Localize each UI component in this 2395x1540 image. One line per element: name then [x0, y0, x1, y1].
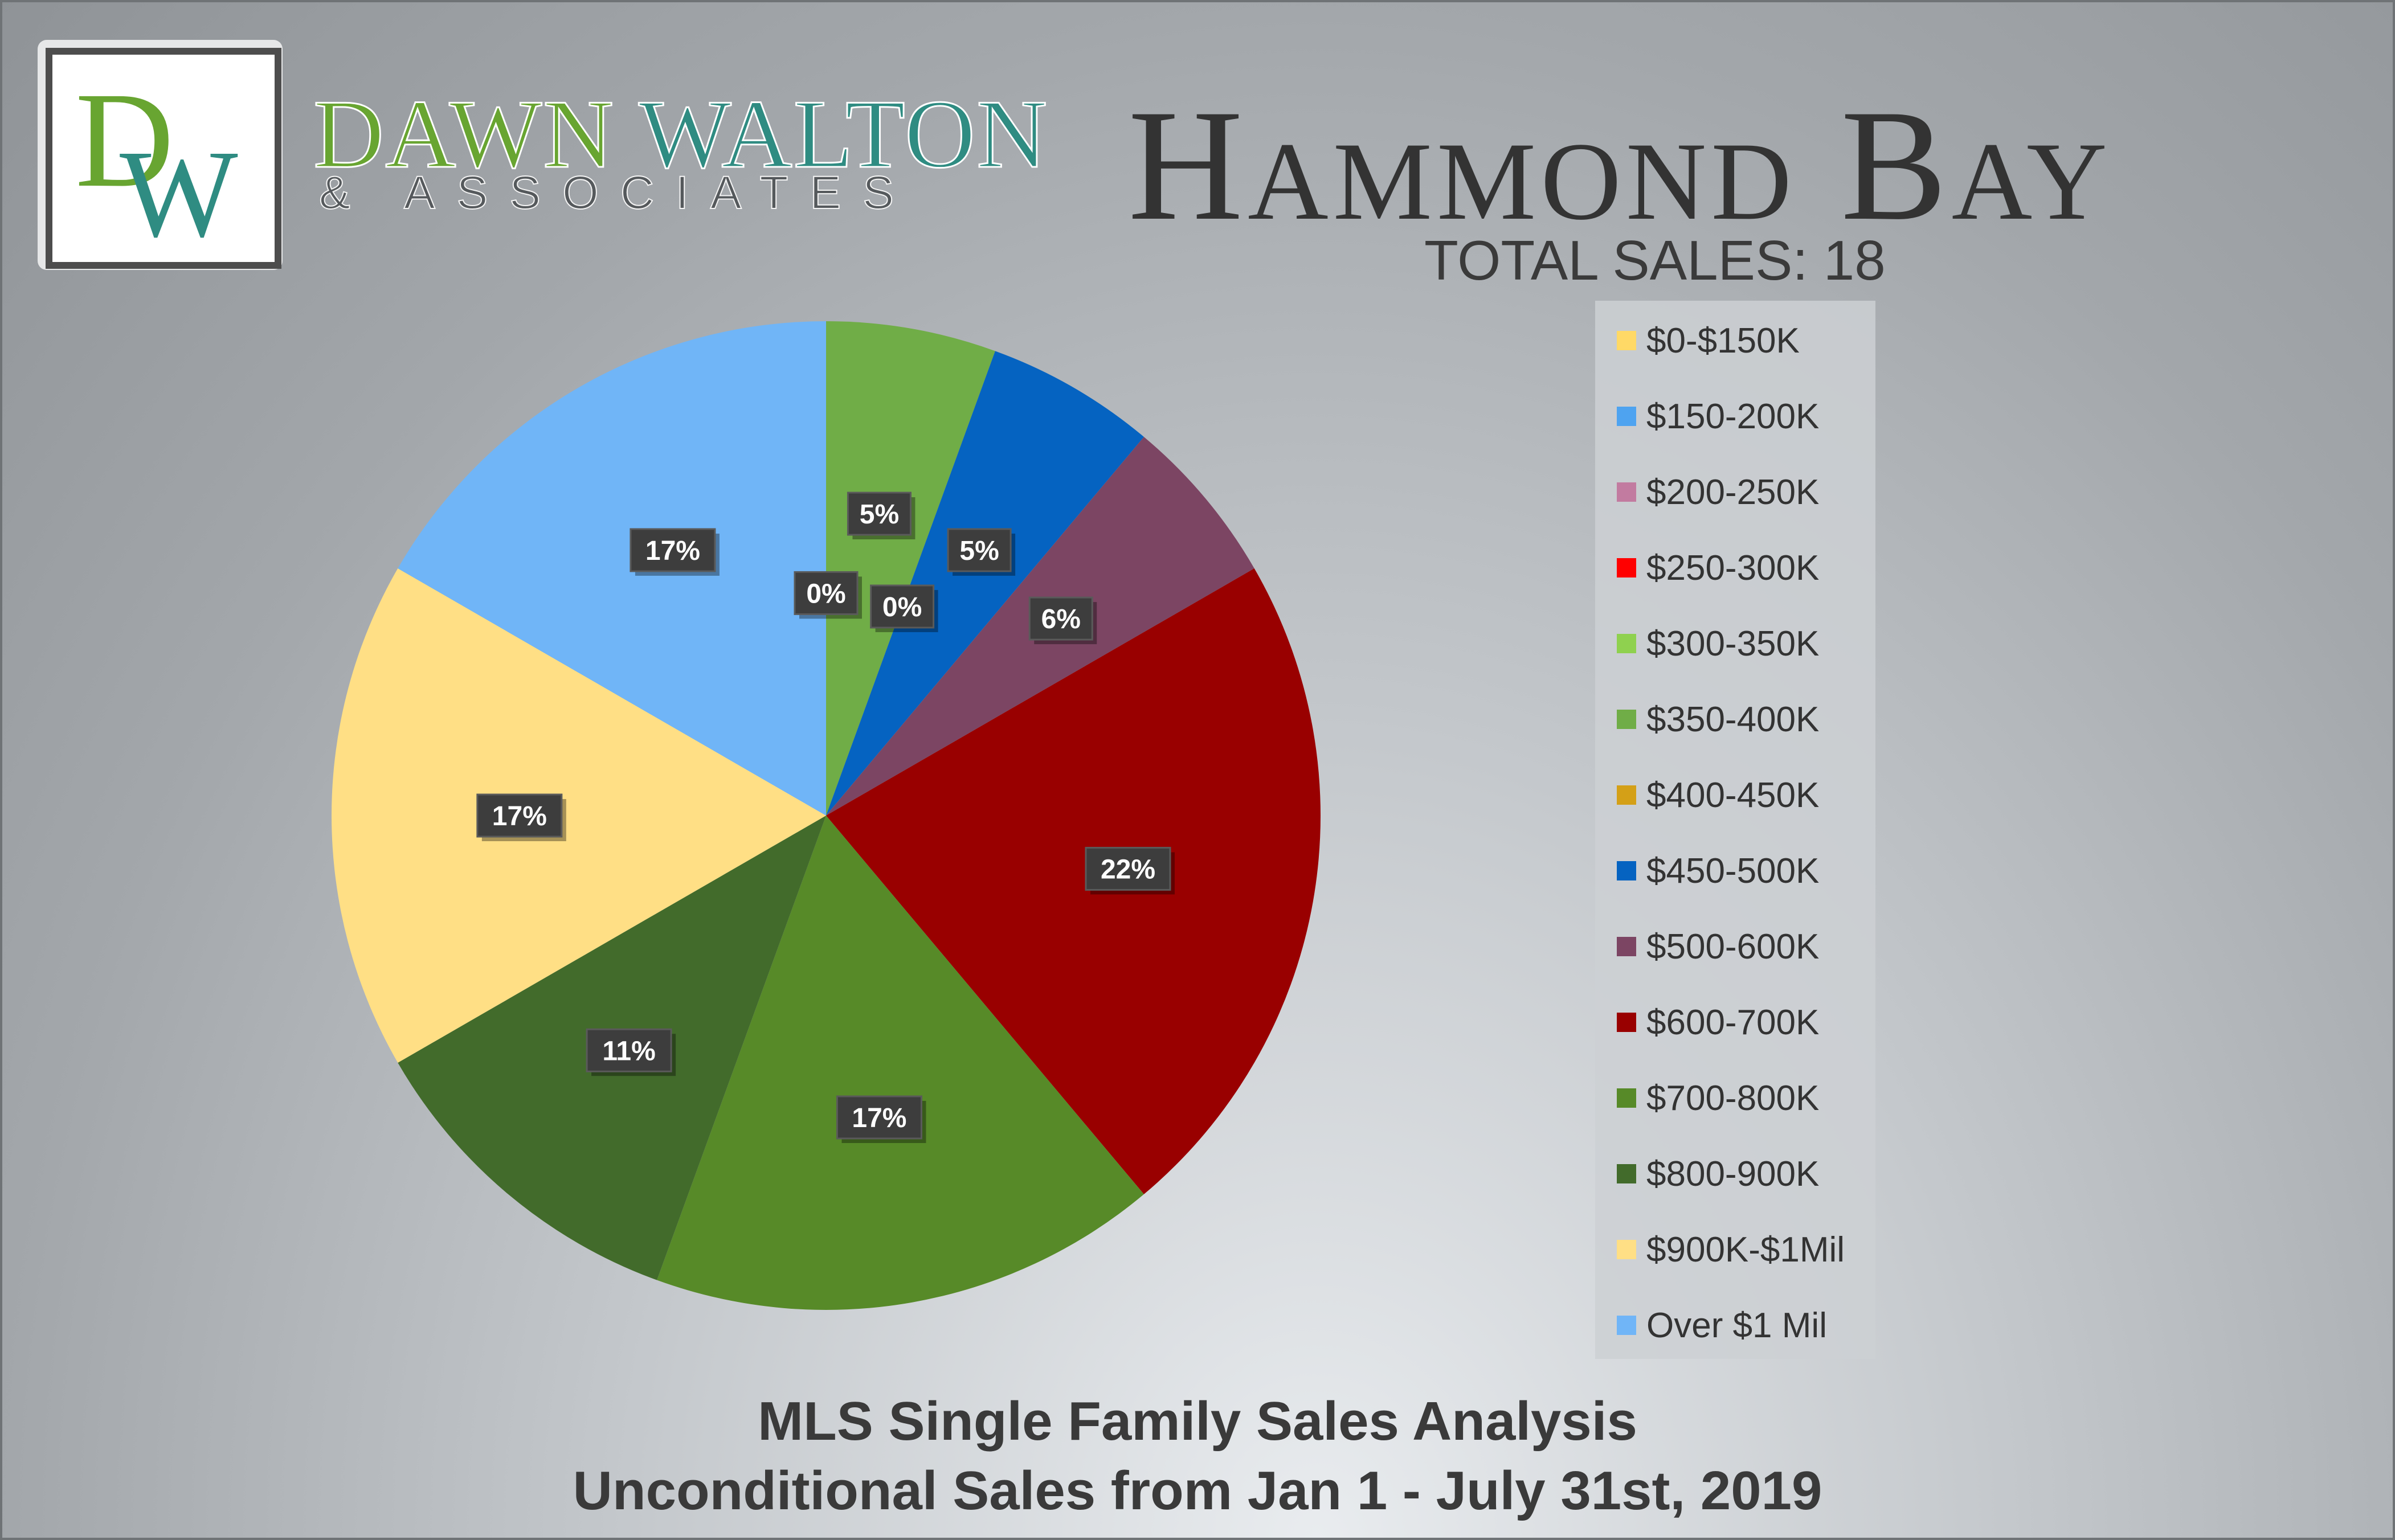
legend-swatch [1617, 710, 1636, 729]
legend-swatch [1617, 1316, 1636, 1335]
legend-label: $900K-$1Mil [1646, 1230, 1845, 1269]
chart-legend: $0-$150K $150-200K $200-250K $250-300K $300-… [1595, 301, 1875, 1359]
data-label: 6% [1028, 596, 1097, 645]
legend-swatch [1617, 558, 1636, 578]
data-label: 5% [947, 528, 1016, 576]
pie-slice [657, 816, 1144, 1310]
data-label-text: 17% [645, 536, 700, 566]
legend-item: $250-300K [1617, 545, 1819, 591]
brand-name-first: DAWN [312, 80, 615, 189]
legend-item: $400-450K [1617, 772, 1819, 818]
logo-monogram: D W [46, 48, 281, 269]
data-label-text: 11% [602, 1036, 655, 1066]
legend-label: $800-900K [1646, 1154, 1820, 1194]
data-label-box [476, 793, 563, 838]
legend-item: $0-$150K [1617, 318, 1800, 363]
legend-item: $700-800K [1617, 1075, 1819, 1121]
legend-swatch [1617, 785, 1636, 805]
brand-tagline: & ASSOCIATES [318, 167, 916, 219]
brand-name: DAWN WALTON [312, 85, 1048, 185]
monogram-d: D [75, 64, 174, 215]
legend-swatch [1617, 937, 1636, 956]
data-label: 0% [794, 571, 862, 619]
data-label-text: 17% [492, 801, 547, 832]
data-label-box [630, 528, 716, 572]
total-sales: TOTAL SALES: 18 [1424, 229, 1886, 292]
legend-label: $700-800K [1646, 1078, 1820, 1118]
legend-label: $250-300K [1646, 548, 1820, 588]
data-label-box [1028, 596, 1093, 641]
legend-item: $150-200K [1617, 394, 1819, 439]
legend-swatch [1617, 331, 1636, 350]
data-label-text: 17% [852, 1103, 906, 1133]
data-label: 17% [476, 793, 566, 841]
legend-swatch [1617, 1088, 1636, 1108]
pie-slice [332, 568, 826, 1063]
footer-line-1: MLS Single Family Sales Analysis [758, 1391, 1637, 1452]
monogram-w: W [120, 124, 238, 248]
data-label: 17% [630, 528, 720, 576]
pie-slice [826, 351, 1144, 816]
legend-item: $450-500K [1617, 848, 1819, 894]
legend-swatch [1617, 482, 1636, 502]
data-label-box [836, 1095, 922, 1140]
pie-slice [826, 321, 995, 816]
data-label: 22% [1085, 846, 1175, 895]
data-label-box [794, 571, 859, 615]
legend-item: $900K-$1Mil [1617, 1227, 1845, 1272]
monogram-graphic: D W [75, 64, 238, 248]
data-label: 0% [870, 584, 938, 632]
pie-slice [826, 568, 1321, 1194]
legend-item: Over $1 Mil [1617, 1303, 1827, 1348]
legend-swatch [1617, 634, 1636, 653]
legend-label: $0-$150K [1646, 321, 1800, 361]
legend-item: $800-900K [1617, 1151, 1819, 1197]
legend-swatch [1617, 1013, 1636, 1032]
legend-label: $200-250K [1646, 472, 1820, 512]
data-label-box [1085, 846, 1171, 891]
pie-slices [332, 321, 1321, 1310]
footer-line-2: Unconditional Sales from Jan 1 - July 31… [573, 1460, 1822, 1521]
legend-swatch [1617, 407, 1636, 426]
legend-label: $500-600K [1646, 927, 1820, 966]
brand-name-last: WALTON [638, 80, 1049, 189]
legend-label: $350-400K [1646, 699, 1820, 739]
data-label: 5% [847, 492, 916, 540]
pie-slice [398, 321, 826, 816]
data-label-box [586, 1028, 672, 1072]
pie-data-labels: 0% 5% 0% 5% 6% 22% 17% 11% 17% 17% [476, 492, 1175, 1143]
legend-label: $150-200K [1646, 396, 1820, 436]
logo: D W [38, 40, 283, 270]
legend-item: $600-700K [1617, 1000, 1819, 1045]
legend-label: $400-450K [1646, 775, 1820, 815]
legend-label: $600-700K [1646, 1002, 1820, 1042]
legend-item: $300-350K [1617, 621, 1819, 666]
data-label-box [870, 584, 935, 629]
legend-item: $350-400K [1617, 697, 1819, 742]
data-label-text: 5% [959, 536, 999, 566]
data-label-box [847, 492, 912, 536]
legend-item: $200-250K [1617, 469, 1819, 515]
legend-swatch [1617, 1164, 1636, 1183]
data-label-text: 22% [1101, 854, 1155, 884]
legend-label: Over $1 Mil [1646, 1305, 1827, 1345]
data-label-box [947, 528, 1012, 572]
data-label-text: 0% [882, 592, 922, 622]
legend-swatch [1617, 861, 1636, 880]
data-label: 11% [586, 1028, 676, 1076]
data-label-text: 5% [860, 499, 899, 530]
data-label: 17% [836, 1095, 926, 1143]
data-label-text: 6% [1041, 604, 1081, 634]
chart-title: Hammond Bay [1128, 76, 2112, 253]
legend-label: $300-350K [1646, 624, 1820, 663]
data-label-text: 0% [806, 579, 845, 609]
legend-item: $500-600K [1617, 924, 1819, 969]
legend-label: $450-500K [1646, 851, 1820, 891]
legend-swatch [1617, 1240, 1636, 1259]
